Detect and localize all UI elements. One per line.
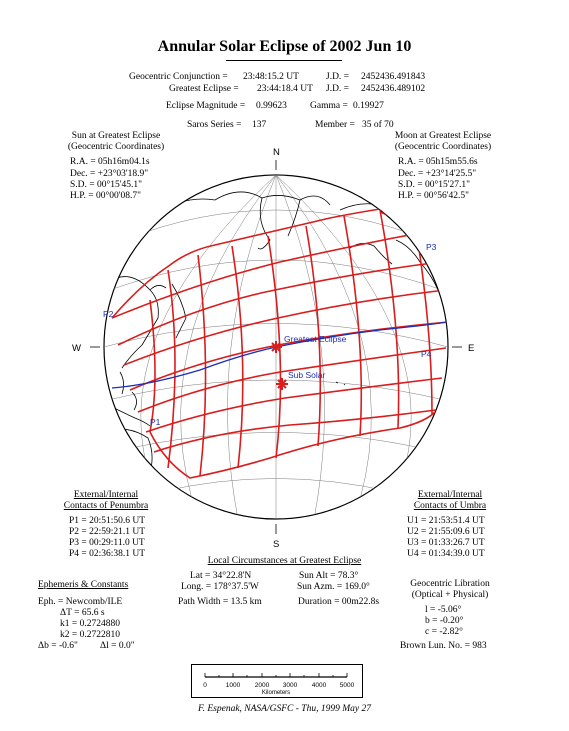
conjunction-jd-value: 2452436.491843 bbox=[361, 72, 426, 82]
umbra-heading-line2: Contacts of Umbra bbox=[413, 501, 487, 511]
ephemeris-k1: k1 = 0.2724880 bbox=[60, 619, 120, 629]
label-p1: P1 bbox=[150, 417, 161, 427]
sun-heading-line2: (Geocentric Coordinates) bbox=[67, 142, 165, 152]
compass-w: W bbox=[72, 343, 81, 354]
greatest-eclipse-marker bbox=[270, 341, 282, 353]
sun-heading: Sun at Greatest Eclipse (Geocentric Coor… bbox=[56, 131, 176, 153]
umbra-u1: U1 = 21:53:51.4 UT bbox=[407, 516, 485, 526]
label-p2: P2 bbox=[103, 309, 114, 319]
greatest-eclipse-value: 23:44:18.4 UT bbox=[257, 84, 313, 94]
umbra-u2: U2 = 21:55:09.6 UT bbox=[407, 527, 485, 537]
scale-tick-4000: 4000 bbox=[312, 682, 327, 689]
brown-lunation: Brown Lun. No. = 983 bbox=[400, 641, 487, 651]
penumbra-heading: External/Internal Contacts of Penumbra bbox=[46, 490, 166, 512]
umbra-heading-line1: External/Internal bbox=[417, 490, 483, 500]
moon-hp: H.P. = 00°56'42.5" bbox=[398, 191, 469, 201]
moon-ra: R.A. = 05h15m55.6s bbox=[398, 157, 478, 167]
moon-heading-line2: (Geocentric Coordinates) bbox=[394, 142, 492, 152]
conjunction-value: 23:48:15.2 UT bbox=[243, 72, 299, 82]
greatest-eclipse-jd-value: 2452436.489102 bbox=[361, 84, 426, 94]
libration-heading-line2: (Optical + Physical) bbox=[411, 590, 489, 600]
libration-l: l = -5.06° bbox=[425, 605, 462, 615]
gamma-label: Gamma = bbox=[310, 101, 348, 111]
compass-s: S bbox=[273, 539, 279, 550]
conjunction-jd-label: J.D. = bbox=[326, 72, 350, 82]
ephemeris-k2: k2 = 0.2722810 bbox=[60, 630, 120, 640]
moon-heading: Moon at Greatest Eclipse (Geocentric Coo… bbox=[378, 131, 508, 153]
gamma-value: 0.19927 bbox=[353, 101, 384, 111]
title-underline bbox=[226, 60, 342, 61]
label-p3: P3 bbox=[426, 242, 437, 252]
saros-value: 137 bbox=[252, 120, 267, 130]
compass-ticks bbox=[90, 160, 462, 534]
magnitude-label: Eclipse Magnitude = bbox=[166, 101, 246, 111]
magnitude-value: 0.99623 bbox=[256, 101, 287, 111]
scale-tick-3000: 3000 bbox=[283, 682, 298, 689]
scale-tick-0: 0 bbox=[203, 682, 207, 689]
umbra-u3: U3 = 01:33:26.7 UT bbox=[407, 538, 485, 548]
ephemeris-eph: Eph. = Newcomb/ILE bbox=[38, 597, 123, 607]
subsolar-marker bbox=[276, 378, 288, 390]
member-value: 35 of 70 bbox=[362, 120, 394, 130]
libration-heading-line1: Geocentric Libration bbox=[410, 579, 490, 589]
greatest-eclipse-label: Greatest Eclipse = bbox=[169, 84, 239, 94]
member-label: Member = bbox=[315, 120, 355, 130]
ephemeris-dl: Δl = 0.0" bbox=[100, 641, 135, 651]
conjunction-label: Geocentric Conjunction = bbox=[129, 72, 228, 82]
local-sun-azm: Sun Azm. = 169.0° bbox=[297, 582, 370, 592]
compass-e: E bbox=[468, 343, 474, 354]
penumbra-p3: P3 = 00:29:11.0 UT bbox=[69, 538, 145, 548]
sun-hp: H.P. = 00°00'08.7" bbox=[70, 191, 141, 201]
libration-b: b = -0.20° bbox=[425, 616, 464, 626]
page-title: Annular Solar Eclipse of 2002 Jun 10 bbox=[157, 38, 412, 55]
greatest-eclipse-jd-label: J.D. = bbox=[326, 84, 350, 94]
label-sub-solar: Sub Solar bbox=[288, 370, 325, 380]
compass-n: N bbox=[273, 147, 280, 158]
libration-heading: Geocentric Libration (Optical + Physical… bbox=[390, 579, 510, 601]
ephemeris-db: Δb = -0.6" bbox=[38, 641, 78, 651]
sun-heading-line1: Sun at Greatest Eclipse bbox=[71, 131, 161, 141]
moon-sd: S.D. = 00°15'27.1" bbox=[398, 180, 471, 190]
ephemeris-heading: Ephemeris & Constants bbox=[38, 580, 129, 590]
penumbra-heading-line2: Contacts of Penumbra bbox=[63, 501, 149, 511]
penumbra-p2: P2 = 22:59:21.1 UT bbox=[69, 527, 146, 537]
ephemeris-dt: ΔT = 65.6 s bbox=[60, 608, 105, 618]
saros-label: Saros Series = bbox=[187, 120, 242, 130]
local-path-width: Path Width = 13.5 km bbox=[178, 597, 262, 607]
credit-line: F. Espenak, NASA/GSFC - Thu, 1999 May 27 bbox=[198, 704, 371, 714]
moon-heading-line1: Moon at Greatest Eclipse bbox=[394, 131, 492, 141]
local-duration: Duration = 00m22.8s bbox=[298, 597, 380, 607]
scale-bar: 0 1000 2000 3000 4000 5000 Kilometers bbox=[203, 673, 355, 696]
local-heading: Local Circumstances at Greatest Eclipse bbox=[207, 556, 362, 566]
sun-sd: S.D. = 00°15'45.1" bbox=[70, 180, 143, 190]
scale-tick-2000: 2000 bbox=[255, 682, 270, 689]
sun-ra: R.A. = 05h16m04.1s bbox=[70, 157, 150, 167]
penumbra-heading-line1: External/Internal bbox=[73, 490, 139, 500]
penumbra-p1: P1 = 20:51:50.6 UT bbox=[69, 516, 146, 526]
umbra-heading: External/Internal Contacts of Umbra bbox=[390, 490, 510, 512]
sun-dec: Dec. = +23°03'18.9" bbox=[70, 169, 149, 179]
label-greatest-eclipse: Greatest Eclipse bbox=[284, 334, 347, 344]
scale-unit: Kilometers bbox=[262, 690, 290, 696]
local-lat: Lat = 34°22.8'N bbox=[190, 571, 252, 581]
local-long: Long. = 178°37.5'W bbox=[181, 582, 259, 592]
moon-dec: Dec. = +23°14'25.5" bbox=[398, 169, 477, 179]
penumbra-p4: P4 = 02:36:38.1 UT bbox=[69, 549, 146, 559]
libration-c: c = -2.82° bbox=[425, 627, 463, 637]
scale-tick-5000: 5000 bbox=[340, 682, 355, 689]
scale-bar-box bbox=[191, 664, 363, 698]
umbra-u4: U4 = 01:34:39.0 UT bbox=[407, 549, 485, 559]
label-p4: P4 bbox=[421, 349, 432, 359]
local-sun-alt: Sun Alt = 78.3° bbox=[299, 571, 359, 581]
scale-tick-1000: 1000 bbox=[226, 682, 241, 689]
